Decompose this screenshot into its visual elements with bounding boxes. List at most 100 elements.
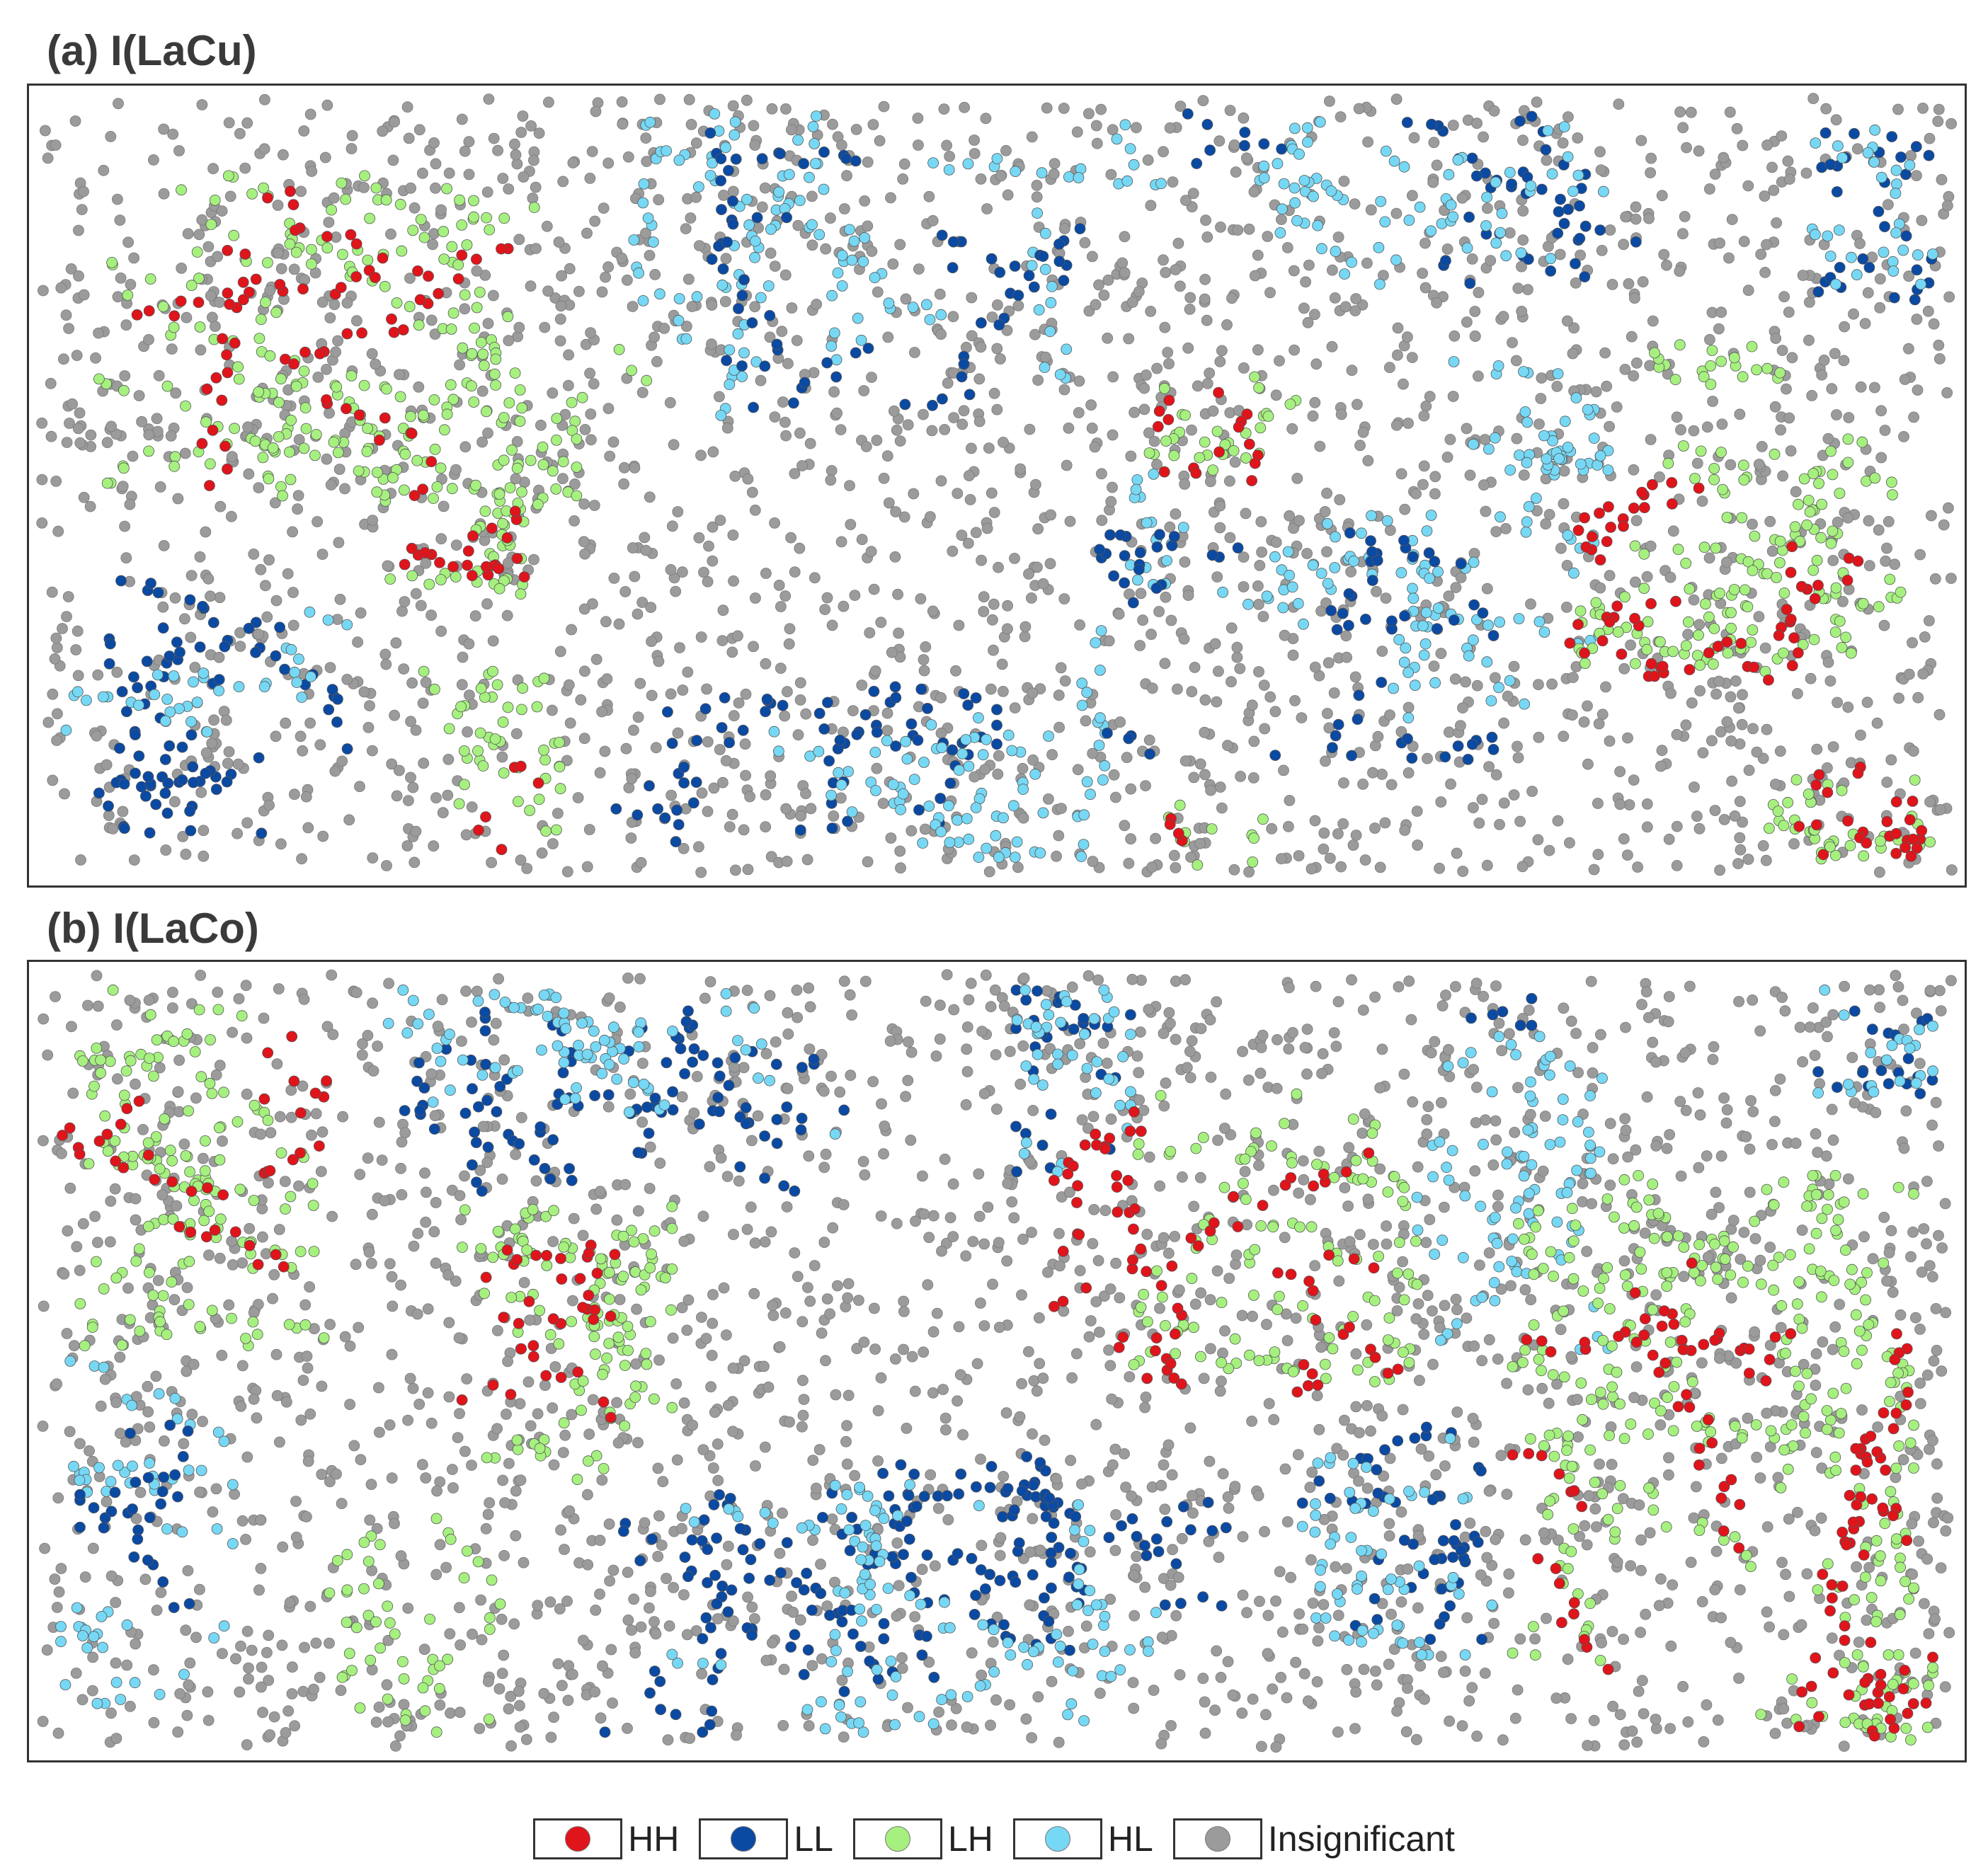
point-insignificant [1026, 131, 1038, 143]
point-insignificant [773, 580, 785, 591]
point-insignificant [826, 619, 838, 631]
point-hl [1155, 178, 1167, 190]
point-hh [1781, 604, 1793, 615]
point-insignificant [510, 149, 522, 161]
point-insignificant [958, 405, 970, 417]
point-hl [1130, 483, 1142, 495]
point-insignificant [212, 251, 224, 263]
point-insignificant [1738, 236, 1750, 248]
point-insignificant [1567, 348, 1579, 360]
point-lh [1858, 850, 1870, 862]
point-insignificant [981, 203, 993, 214]
point-insignificant [913, 139, 924, 151]
point-insignificant [1310, 358, 1323, 370]
point-insignificant [885, 192, 896, 204]
point-lh [1825, 445, 1836, 457]
point-ll [279, 663, 291, 675]
point-insignificant [268, 1268, 280, 1280]
point-insignificant [566, 624, 577, 636]
point-insignificant [1238, 362, 1250, 374]
point-insignificant [760, 789, 772, 801]
point-insignificant [1645, 540, 1657, 552]
point-insignificant [1080, 1620, 1092, 1632]
point-insignificant [853, 1295, 864, 1307]
point-lh [168, 460, 181, 472]
point-insignificant [942, 377, 954, 389]
point-insignificant [428, 228, 440, 240]
point-insignificant [128, 854, 140, 866]
point-insignificant [370, 358, 382, 370]
point-hl [1009, 852, 1021, 863]
point-ll [1119, 577, 1130, 589]
point-insignificant [1701, 421, 1713, 433]
point-insignificant [1873, 524, 1885, 536]
point-insignificant [956, 418, 969, 430]
point-insignificant [459, 441, 472, 453]
point-insignificant [518, 171, 530, 183]
point-insignificant [1919, 631, 1931, 643]
point-lh [1612, 626, 1624, 638]
point-insignificant [1085, 399, 1097, 411]
point-insignificant [636, 386, 649, 398]
point-insignificant [280, 717, 292, 729]
point-hl [1325, 185, 1337, 197]
point-hl [691, 291, 703, 303]
point-insignificant [62, 591, 74, 602]
point-insignificant [382, 560, 394, 572]
point-ll [1123, 733, 1135, 745]
point-insignificant [991, 403, 1003, 415]
point-insignificant [604, 450, 616, 462]
point-insignificant [514, 1398, 526, 1410]
point-ll [104, 638, 116, 650]
point-insignificant [275, 838, 287, 850]
point-insignificant [37, 285, 49, 297]
point-insignificant [1677, 122, 1689, 134]
point-insignificant [665, 688, 677, 700]
point-insignificant [1110, 1509, 1121, 1520]
cluster-lh [1649, 339, 1786, 390]
point-ll [944, 777, 956, 789]
point-insignificant [1518, 469, 1530, 481]
point-insignificant [878, 101, 890, 113]
point-insignificant [1390, 419, 1403, 431]
point-insignificant [200, 526, 212, 538]
point-hl [1045, 297, 1057, 309]
point-insignificant [1688, 594, 1700, 606]
point-ll [1555, 193, 1566, 205]
point-insignificant [1309, 661, 1321, 673]
point-ll [1108, 570, 1119, 582]
point-insignificant [463, 136, 475, 148]
point-insignificant [1349, 305, 1361, 317]
point-lh [423, 578, 435, 590]
point-hl [341, 619, 353, 631]
point-hl [981, 842, 993, 854]
point-insignificant [1170, 508, 1182, 520]
point-hl [1278, 178, 1290, 190]
point-hl [159, 715, 171, 727]
point-lh [310, 428, 322, 440]
point-ll [1053, 256, 1066, 268]
point-insignificant [1332, 1726, 1344, 1738]
point-insignificant [619, 461, 630, 474]
point-insignificant [1514, 815, 1526, 827]
point-lh [447, 307, 459, 319]
point-hl [826, 789, 837, 801]
point-insignificant [834, 1086, 846, 1098]
point-lh [1856, 436, 1868, 448]
point-insignificant [860, 440, 872, 452]
point-insignificant [398, 663, 410, 675]
point-insignificant [1356, 1128, 1369, 1139]
point-insignificant [1231, 641, 1243, 653]
point-insignificant [862, 856, 874, 868]
point-insignificant [332, 335, 344, 347]
point-insignificant [36, 474, 48, 486]
point-lh [1284, 398, 1296, 411]
point-ll [644, 780, 655, 792]
point-insignificant [1369, 822, 1381, 834]
point-insignificant [1365, 204, 1377, 216]
point-insignificant [103, 810, 115, 821]
point-ll [690, 776, 702, 789]
point-hl [1567, 185, 1579, 197]
point-insignificant [707, 1317, 719, 1329]
point-hl [1553, 453, 1565, 464]
